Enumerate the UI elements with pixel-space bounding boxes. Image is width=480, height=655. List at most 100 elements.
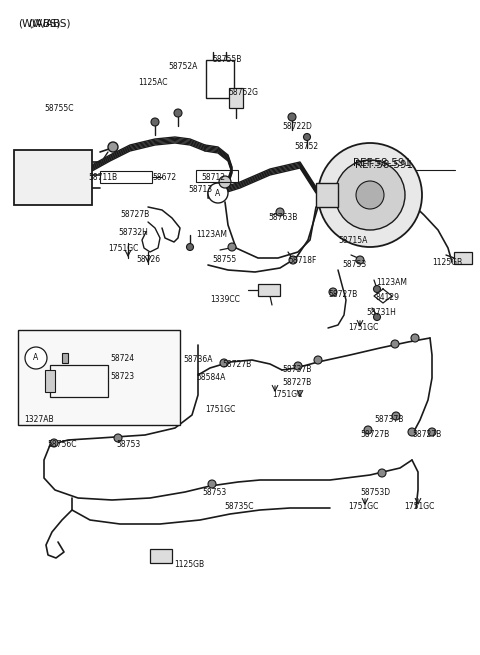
Text: 58737B: 58737B [282,365,312,374]
Bar [18,330,180,425]
Circle shape [220,359,228,367]
Circle shape [373,314,381,320]
Text: 58752: 58752 [294,142,318,151]
Text: 58753: 58753 [202,488,226,497]
Text: 58737B: 58737B [374,415,403,424]
Text: 58736A: 58736A [183,355,213,364]
Circle shape [50,439,58,447]
Text: 58732H: 58732H [118,228,148,237]
Text: 1123AM: 1123AM [376,278,407,287]
Text: 58753: 58753 [116,440,140,449]
Circle shape [356,256,364,264]
Text: 58735C: 58735C [224,502,253,511]
Circle shape [373,286,381,293]
Circle shape [174,109,182,117]
Circle shape [356,181,384,209]
Circle shape [411,334,419,342]
Text: 58727B: 58727B [120,210,149,219]
Text: 58712: 58712 [201,173,225,182]
Text: 84129: 84129 [376,293,400,302]
Text: 58727B: 58727B [360,430,389,439]
Circle shape [408,428,416,436]
Text: 1327AB: 1327AB [24,415,54,424]
Circle shape [378,469,386,477]
Text: 58726: 58726 [136,255,160,264]
Circle shape [314,356,322,364]
Circle shape [392,412,400,420]
Circle shape [276,208,284,216]
Text: 1125GB: 1125GB [432,258,462,267]
Circle shape [25,347,47,369]
Bar [454,252,472,264]
Text: 58713: 58713 [188,185,212,194]
Text: 58711B: 58711B [88,173,117,182]
Circle shape [329,288,337,296]
Text: 58727B: 58727B [222,360,251,369]
Text: 58723: 58723 [110,372,134,381]
Circle shape [114,434,122,442]
Text: REF.58-591: REF.58-591 [355,160,413,170]
Bar [45,370,55,392]
Text: 58727B: 58727B [282,378,311,387]
Circle shape [294,362,302,370]
Text: 58752G: 58752G [228,88,258,97]
Text: (W/ABS): (W/ABS) [28,18,71,28]
Text: 1751GC: 1751GC [108,244,138,253]
Text: 58724: 58724 [110,354,134,363]
Circle shape [219,176,231,188]
Circle shape [289,256,297,264]
Circle shape [391,340,399,348]
Circle shape [108,142,118,152]
Circle shape [364,426,372,434]
Text: A: A [34,354,38,362]
Text: 58727B: 58727B [412,430,441,439]
Text: 58755B: 58755B [212,55,241,64]
Bar [100,171,152,183]
Circle shape [187,244,193,250]
Circle shape [288,113,296,121]
Bar [196,170,238,182]
Text: 58755C: 58755C [44,104,73,113]
Circle shape [303,134,311,141]
Bar [62,353,68,363]
Text: 58727B: 58727B [328,290,357,299]
Text: 1125GB: 1125GB [174,560,204,569]
Text: 1751GC: 1751GC [205,405,235,414]
Text: 1751GC: 1751GC [348,323,378,332]
Text: 58672: 58672 [152,173,176,182]
Circle shape [208,480,216,488]
Circle shape [228,243,236,251]
Circle shape [428,428,436,436]
Text: REF.58-591: REF.58-591 [353,158,411,168]
Bar [150,549,172,563]
Text: 58756C: 58756C [47,440,76,449]
Text: 58753D: 58753D [360,488,390,497]
Text: 58584A: 58584A [196,373,226,382]
Circle shape [208,183,228,203]
Text: 1339CC: 1339CC [210,295,240,304]
Circle shape [318,143,422,247]
Text: 1751GC: 1751GC [348,502,378,511]
Text: 58718F: 58718F [288,256,316,265]
Bar [229,88,243,108]
Text: 1751GC: 1751GC [404,502,434,511]
Text: (W/ABS): (W/ABS) [18,18,60,28]
Text: 58752A: 58752A [168,62,197,71]
Bar [206,60,234,98]
Text: 58722D: 58722D [282,122,312,131]
Bar [50,365,108,397]
Bar [316,183,338,207]
Text: 58755: 58755 [212,255,236,264]
Text: 58763B: 58763B [268,213,298,222]
Text: A: A [216,189,221,198]
Text: 58731H: 58731H [366,308,396,317]
Text: 1751GC: 1751GC [272,390,302,399]
Circle shape [151,118,159,126]
Text: 58715A: 58715A [338,236,367,245]
Circle shape [335,160,405,230]
Text: 58753: 58753 [342,260,366,269]
Text: 1123AM: 1123AM [196,230,227,239]
Bar [258,284,280,296]
Text: 1125AC: 1125AC [138,78,168,87]
Bar [14,150,92,205]
